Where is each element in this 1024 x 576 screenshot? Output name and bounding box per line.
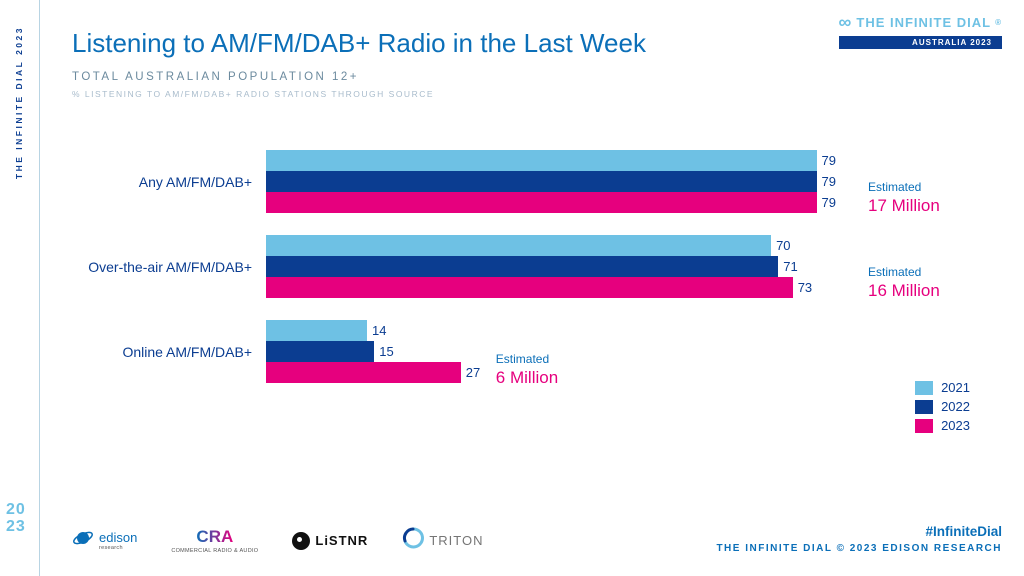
- logo-listnr: LiSTNR: [292, 532, 368, 550]
- swirl-icon: [402, 527, 424, 554]
- logo-cra-text: CRA: [196, 527, 233, 547]
- footer: edison research CRA COMMERCIAL RADIO & A…: [72, 524, 1002, 554]
- legend-item: 2023: [915, 418, 970, 433]
- bar-value: 79: [822, 153, 836, 168]
- bars-wrap: 797979Estimated17 Million: [266, 150, 836, 213]
- footer-copyright: #InfiniteDial THE INFINITE DIAL © 2023 E…: [716, 524, 1002, 554]
- bar-value: 79: [822, 174, 836, 189]
- logo-triton-text: TRITON: [429, 533, 483, 548]
- bar-row: 14: [266, 320, 836, 341]
- brand-logo-text: ∞ THE INFINITE DIAL ®: [839, 12, 1002, 33]
- bar-value: 71: [783, 259, 797, 274]
- brand-logo: ∞ THE INFINITE DIAL ® AUSTRALIA 2023: [839, 12, 1002, 49]
- estimate-value: 16 Million: [868, 281, 940, 301]
- planet-icon: [72, 527, 94, 554]
- bar-value: 27: [466, 365, 480, 380]
- bar-value: 79: [822, 195, 836, 210]
- infinity-icon: ∞: [839, 12, 853, 33]
- year-a: 20: [6, 502, 26, 519]
- bar: [266, 277, 793, 298]
- bar: [266, 256, 778, 277]
- bar: [266, 362, 461, 383]
- slide-title: Listening to AM/FM/DAB+ Radio in the Las…: [72, 28, 646, 59]
- bar-group: Online AM/FM/DAB+141527Estimated6 Millio…: [72, 320, 942, 383]
- logo-edison: edison research: [72, 527, 137, 554]
- bar-row: 79: [266, 171, 836, 192]
- registered-icon: ®: [995, 18, 1002, 27]
- slide-subtitle: TOTAL AUSTRALIAN POPULATION 12+: [72, 71, 646, 83]
- legend-item: 2022: [915, 399, 970, 414]
- bar-group-label: Over-the-air AM/FM/DAB+: [72, 259, 266, 275]
- year-stamp: 20 23: [6, 502, 26, 536]
- bar-row: 79: [266, 150, 836, 171]
- title-block: Listening to AM/FM/DAB+ Radio in the Las…: [72, 28, 646, 99]
- brand-vertical-text: THE INFINITE DIAL 2023: [14, 26, 24, 179]
- estimate-annotation: Estimated 17 Million: [868, 180, 940, 216]
- logo-listnr-text: LiSTNR: [315, 533, 368, 548]
- bar-group: Any AM/FM/DAB+ 79 79 79 Estimated 17 Million: [72, 150, 942, 213]
- bar: [266, 150, 817, 171]
- estimate-annotation: Estimated 6 Million: [496, 352, 558, 388]
- bar-value: 15: [379, 344, 393, 359]
- bars-wrap: 707173Estimated16 Million: [266, 235, 836, 298]
- bar-value: 70: [776, 238, 790, 253]
- estimate-label: Estimated: [868, 265, 940, 279]
- logo-cra: CRA COMMERCIAL RADIO & AUDIO: [171, 527, 258, 554]
- bar-row: 70: [266, 235, 836, 256]
- estimate-value: 17 Million: [868, 196, 940, 216]
- year-b: 23: [6, 519, 26, 536]
- bar-row: 73: [266, 277, 836, 298]
- brand-logo-badge: AUSTRALIA 2023: [839, 36, 1002, 49]
- logo-cra-sub: COMMERCIAL RADIO & AUDIO: [171, 548, 258, 554]
- hashtag: #InfiniteDial: [716, 524, 1002, 539]
- slide-root: THE INFINITE DIAL 2023 20 23 ∞ THE INFIN…: [0, 0, 1024, 576]
- estimate-label: Estimated: [496, 352, 558, 366]
- legend: 2021 2022 2023: [915, 380, 970, 437]
- bar-value: 14: [372, 323, 386, 338]
- legend-swatch: [915, 400, 933, 414]
- dot-icon: [292, 532, 310, 550]
- legend-swatch: [915, 381, 933, 395]
- legend-label: 2021: [941, 380, 970, 395]
- bar-chart: Any AM/FM/DAB+ 79 79 79 Estimated 17 Million O…: [72, 150, 942, 405]
- footer-logos: edison research CRA COMMERCIAL RADIO & A…: [72, 527, 483, 554]
- logo-edison-sub: research: [99, 545, 137, 551]
- bar-group-label: Online AM/FM/DAB+: [72, 344, 266, 360]
- bars-wrap: 141527Estimated6 Million: [266, 320, 836, 383]
- logo-triton: TRITON: [402, 527, 483, 554]
- legend-item: 2021: [915, 380, 970, 395]
- left-rail: THE INFINITE DIAL 2023 20 23: [0, 0, 40, 576]
- legend-label: 2023: [941, 418, 970, 433]
- bar: [266, 192, 817, 213]
- logo-edison-text: edison: [99, 530, 137, 545]
- bar: [266, 171, 817, 192]
- estimate-annotation: Estimated 16 Million: [868, 265, 940, 301]
- bar-row: 79: [266, 192, 836, 213]
- copyright-text: THE INFINITE DIAL © 2023 EDISON RESEARCH: [716, 543, 1002, 554]
- bar: [266, 320, 367, 341]
- legend-label: 2022: [941, 399, 970, 414]
- estimate-value: 6 Million: [496, 368, 558, 388]
- bar-group: Over-the-air AM/FM/DAB+ 70 7173 Estimated 16…: [72, 235, 942, 298]
- estimate-label: Estimated: [868, 180, 940, 194]
- bar-group-label: Any AM/FM/DAB+: [72, 174, 266, 190]
- bar-row: 71: [266, 256, 836, 277]
- legend-swatch: [915, 419, 933, 433]
- bar: [266, 235, 771, 256]
- slide-subnote: % LISTENING TO AM/FM/DAB+ RADIO STATIONS…: [72, 89, 646, 99]
- bar: [266, 341, 374, 362]
- bar-value: 73: [798, 280, 812, 295]
- brand-logo-line1: THE INFINITE DIAL: [856, 15, 991, 30]
